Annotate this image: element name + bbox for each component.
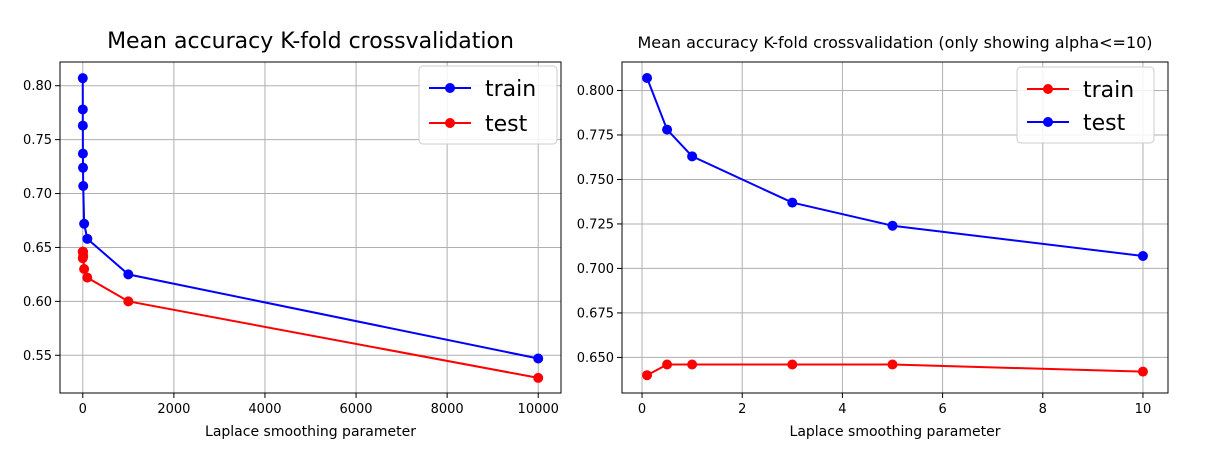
data-point-train xyxy=(82,233,93,244)
plot-frame xyxy=(59,61,562,394)
y-tick-label: 0.700 xyxy=(577,262,614,277)
x-tick-label: 0 xyxy=(638,402,646,417)
y-tick-label: 0.70 xyxy=(23,187,52,202)
data-point-train xyxy=(77,148,88,159)
x-tick-label: 8000 xyxy=(431,402,464,417)
legend-label-train: train xyxy=(1083,78,1134,103)
y-tick-label: 0.75 xyxy=(23,133,52,148)
x-tick-label: 4 xyxy=(838,402,846,417)
data-point-test xyxy=(642,73,653,84)
series-line-test xyxy=(646,77,1144,257)
data-point-train xyxy=(77,73,88,84)
data-point-train xyxy=(662,359,673,370)
x-tick-label: 2 xyxy=(738,402,746,417)
chart-title: Mean accuracy K-fold crossvalidation xyxy=(107,29,514,54)
x-axis-label: Laplace smoothing parameter xyxy=(205,424,416,440)
data-point-test xyxy=(662,124,673,135)
legend-label-test: test xyxy=(1083,111,1126,136)
data-point-train xyxy=(787,359,798,370)
y-tick-label: 0.675 xyxy=(577,306,614,321)
y-tick-label: 0.55 xyxy=(23,349,52,364)
data-point-train xyxy=(687,359,698,370)
data-point-test xyxy=(787,197,798,208)
chart-title: Mean accuracy K-fold crossvalidation (on… xyxy=(637,33,1152,52)
data-point-train xyxy=(77,120,88,131)
data-point-train xyxy=(77,104,88,115)
legend-label-train: train xyxy=(485,77,536,102)
x-tick-label: 0 xyxy=(79,402,87,417)
data-point-test xyxy=(687,151,698,162)
chart-left: Mean accuracy K-fold crossvalidation 0 200… xyxy=(23,29,562,440)
y-tick-label: 0.800 xyxy=(577,84,614,99)
y-tick-label: 0.60 xyxy=(23,295,52,310)
data-point-train xyxy=(78,162,89,173)
data-point-train xyxy=(533,353,544,364)
x-tick-label: 6 xyxy=(938,402,946,417)
x-axis-label: Laplace smoothing parameter xyxy=(790,424,1001,440)
data-point-test xyxy=(887,220,898,231)
data-point-test xyxy=(82,272,93,283)
legend-marker-test xyxy=(445,118,455,128)
legend-marker-train xyxy=(1043,84,1053,94)
series-line-train xyxy=(81,78,539,360)
data-point-train xyxy=(642,370,653,381)
data-point-test xyxy=(123,296,134,307)
data-point-train xyxy=(79,218,90,229)
legend: train test xyxy=(418,65,558,145)
data-point-train xyxy=(1137,366,1148,377)
series-line-test xyxy=(81,250,539,379)
y-tick-label: 0.750 xyxy=(577,173,614,188)
data-point-test xyxy=(1137,250,1148,261)
y-tick-label: 0.775 xyxy=(577,128,614,143)
legend-marker-test xyxy=(1043,117,1053,127)
data-point-test xyxy=(79,264,90,275)
legend-label-test: test xyxy=(485,112,528,137)
data-point-test xyxy=(533,372,544,383)
plot-frame xyxy=(621,61,1169,394)
y-tick-label: 0.725 xyxy=(577,217,614,232)
data-point-train xyxy=(887,359,898,370)
x-tick-label: 4000 xyxy=(248,402,281,417)
y-tick-label: 0.65 xyxy=(23,241,52,256)
data-point-train xyxy=(78,180,89,191)
chart-right: Mean accuracy K-fold crossvalidation (on… xyxy=(577,33,1169,440)
legend: train test xyxy=(1016,66,1155,144)
x-tick-label: 10000 xyxy=(518,402,559,417)
x-tick-label: 2000 xyxy=(157,402,190,417)
y-tick-label: 0.80 xyxy=(23,79,52,94)
x-tick-label: 8 xyxy=(1039,402,1047,417)
data-point-test xyxy=(78,251,89,262)
data-point-train xyxy=(123,269,134,280)
legend-marker-train xyxy=(445,83,455,93)
y-tick-label: 0.650 xyxy=(577,351,614,366)
x-tick-label: 10 xyxy=(1135,402,1152,417)
x-tick-label: 6000 xyxy=(339,402,372,417)
